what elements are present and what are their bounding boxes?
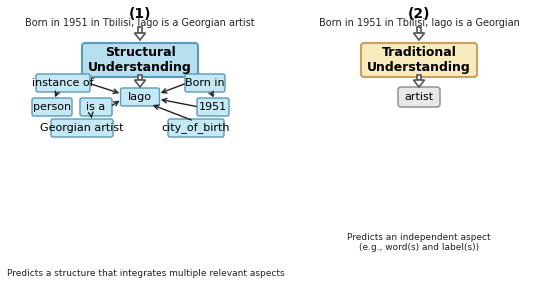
Text: person: person (33, 102, 71, 112)
Polygon shape (417, 27, 421, 33)
FancyBboxPatch shape (36, 74, 90, 92)
Text: Predicts a structure that integrates multiple relevant aspects: Predicts a structure that integrates mul… (7, 269, 285, 278)
Polygon shape (417, 75, 421, 80)
Polygon shape (413, 33, 425, 40)
FancyBboxPatch shape (121, 88, 160, 106)
FancyBboxPatch shape (398, 87, 440, 107)
Polygon shape (134, 80, 146, 87)
Text: Predicts an independent aspect
(e.g., word(s) and label(s)): Predicts an independent aspect (e.g., wo… (347, 233, 491, 252)
Text: Born in 1951 in Tbilisi, Iago is a Georgian artist: Born in 1951 in Tbilisi, Iago is a Georg… (25, 18, 255, 28)
Text: Born in: Born in (185, 78, 225, 88)
Polygon shape (138, 27, 142, 33)
Text: city_of_birth: city_of_birth (162, 123, 230, 133)
Text: Georgian artist: Georgian artist (40, 123, 124, 133)
Text: (2): (2) (408, 7, 430, 21)
FancyBboxPatch shape (80, 98, 112, 116)
Text: Iago: Iago (128, 92, 152, 102)
Text: (1): (1) (129, 7, 151, 21)
FancyBboxPatch shape (82, 43, 198, 77)
Text: is a: is a (86, 102, 105, 112)
Text: Traditional
Understanding: Traditional Understanding (367, 46, 471, 74)
Text: 1951: 1951 (199, 102, 227, 112)
Text: Born in 1951 in Tbilisi, Iago is a Georgian: Born in 1951 in Tbilisi, Iago is a Georg… (319, 18, 519, 28)
FancyBboxPatch shape (168, 119, 224, 137)
Text: artist: artist (405, 92, 434, 102)
Polygon shape (138, 75, 142, 80)
FancyBboxPatch shape (51, 119, 113, 137)
FancyBboxPatch shape (361, 43, 477, 77)
Text: instance of: instance of (32, 78, 94, 88)
Polygon shape (134, 33, 146, 40)
FancyBboxPatch shape (197, 98, 229, 116)
FancyBboxPatch shape (185, 74, 225, 92)
Polygon shape (413, 80, 425, 87)
Text: Structural
Understanding: Structural Understanding (88, 46, 192, 74)
FancyBboxPatch shape (32, 98, 72, 116)
